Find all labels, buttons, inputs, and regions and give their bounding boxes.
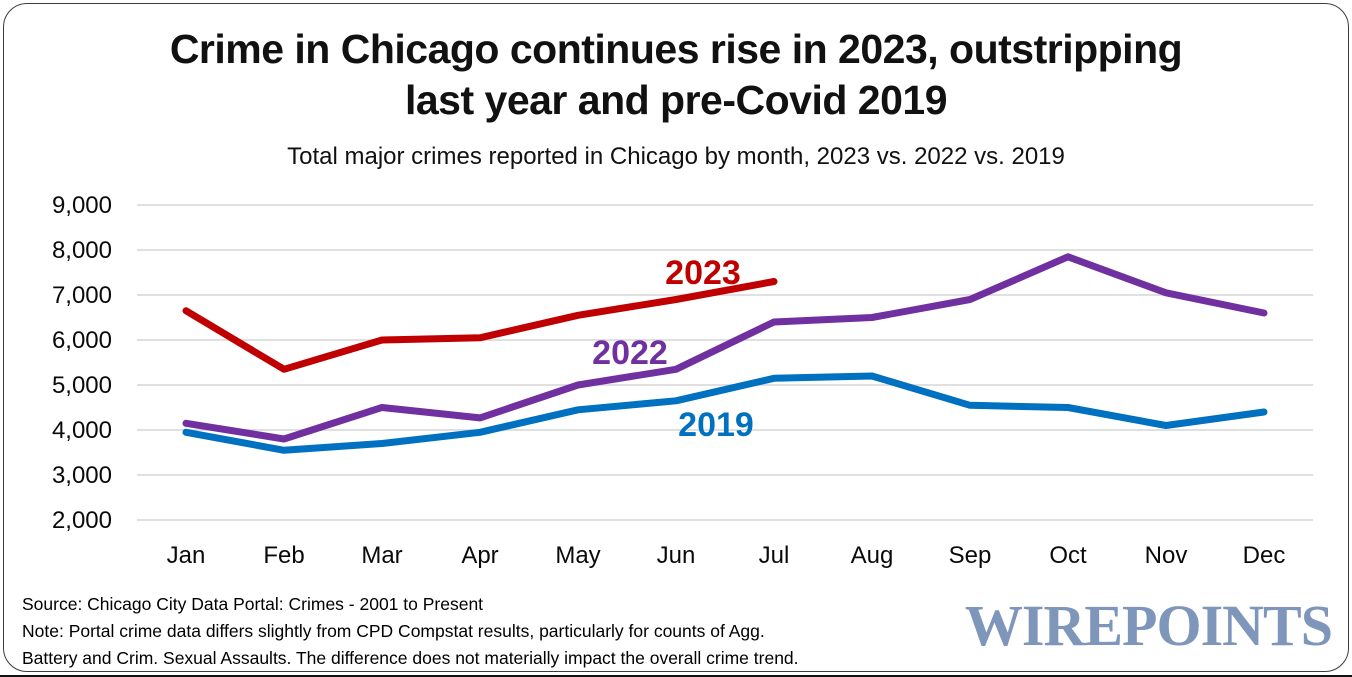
chart-title-line1: Crime in Chicago continues rise in 2023,… [169,26,1183,72]
x-tick-label-aug: Aug [851,542,894,569]
x-tick-label-dec: Dec [1243,542,1286,569]
x-tick-label-jun: Jun [657,542,696,569]
y-tick-label: 2,000 [52,507,112,534]
chart-subtitle: Total major crimes reported in Chicago b… [287,143,1065,170]
y-tick-label: 4,000 [52,417,112,444]
note-line-2: Battery and Crim. Sexual Assaults. The d… [22,648,799,668]
series-label-2023: 2023 [665,254,741,292]
series-line-2019 [182,372,1268,454]
series-label-2019: 2019 [678,406,754,444]
chart-title: Crime in Chicago continues rise in 2023,… [0,24,1352,126]
source-note: Source: Chicago City Data Portal: Crimes… [22,591,799,672]
y-tick-label: 7,000 [52,282,112,309]
x-tick-label-oct: Oct [1049,542,1087,569]
x-tick-label-apr: Apr [461,542,498,569]
y-tick-label: 5,000 [52,372,112,399]
x-tick-label-jul: Jul [759,542,790,569]
x-tick-label-nov: Nov [1145,542,1188,569]
note-line-1: Note: Portal crime data differs slightly… [22,621,765,641]
y-tick-label: 8,000 [52,237,112,264]
series-line-2023 [182,278,778,373]
y-tick-label: 3,000 [52,462,112,489]
source-line: Source: Chicago City Data Portal: Crimes… [22,594,484,614]
x-tick-label-sep: Sep [949,542,992,569]
y-tick-label: 9,000 [52,192,112,219]
y-tick-label: 6,000 [52,327,112,354]
series-line-2022 [182,253,1268,443]
bottom-divider-line [0,675,1352,677]
x-tick-label-feb: Feb [263,542,304,569]
chart-title-line2: last year and pre-Covid 2019 [404,77,948,123]
x-tick-label-may: May [555,542,600,569]
series-label-2022: 2022 [592,334,668,372]
x-tick-label-jan: Jan [167,542,206,569]
wirepoints-logo: WIREPOINTS [964,593,1333,658]
x-tick-label-mar: Mar [361,542,402,569]
